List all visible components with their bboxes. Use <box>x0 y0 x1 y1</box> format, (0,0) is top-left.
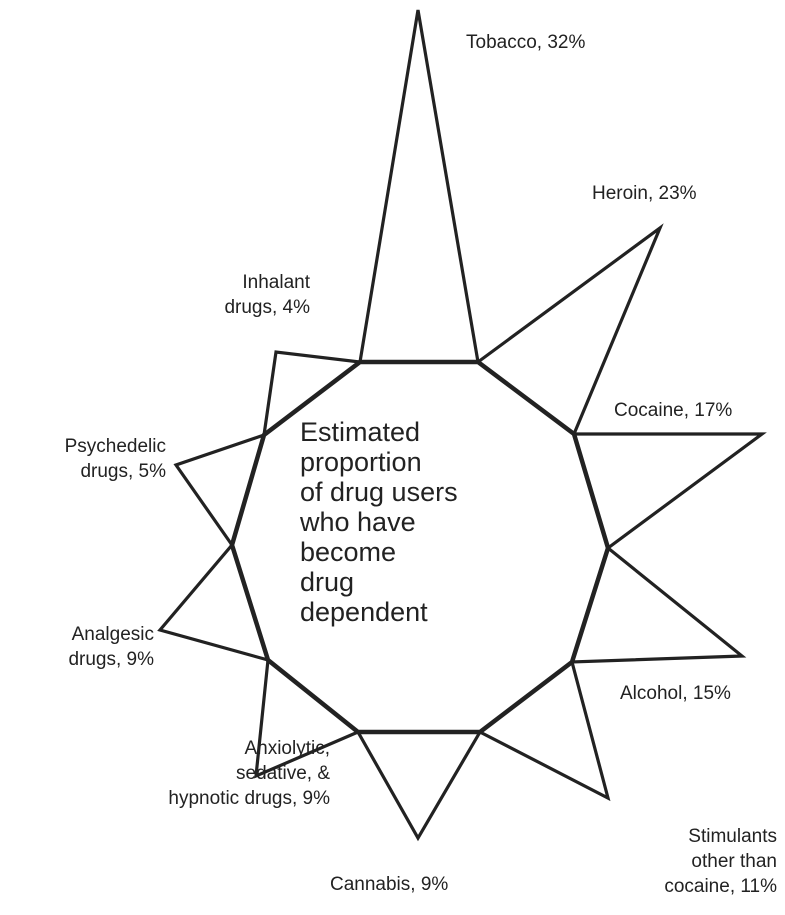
label-psychedelic: Psychedelic drugs, 5% <box>64 436 166 482</box>
center-decagon <box>229 359 611 735</box>
center-caption: Estimated proportion of drug users who h… <box>300 417 458 627</box>
label-inhalant: Inhalant drugs, 4% <box>224 272 310 318</box>
spike-alcohol <box>569 545 747 664</box>
label-heroin: Heroin, 23% <box>592 183 697 204</box>
label-tobacco: Tobacco, 32% <box>466 32 586 53</box>
label-analgesic: Analgesic drugs, 9% <box>68 624 154 670</box>
label-cocaine: Cocaine, 17% <box>614 400 733 421</box>
label-alcohol: Alcohol, 15% <box>620 683 731 704</box>
label-anxiolytic: Anxiolytic, sedative, & hypnotic drugs, … <box>168 738 330 809</box>
spike-psychedelic <box>173 432 267 549</box>
spike-cannabis <box>355 730 483 842</box>
label-cannabis: Cannabis, 9% <box>330 874 449 895</box>
label-stimulants: Stimulants other than cocaine, 11% <box>664 826 777 897</box>
spike-tobacco <box>358 9 480 364</box>
